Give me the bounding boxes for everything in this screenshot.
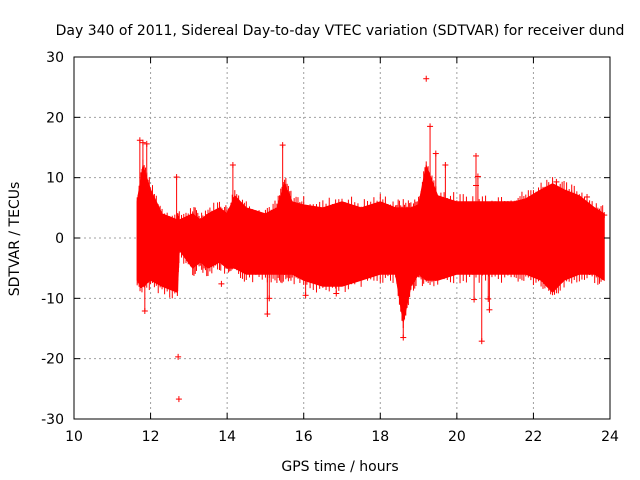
x-tick-label: 16	[295, 429, 313, 445]
y-tick-label: -30	[41, 412, 64, 428]
x-tick-label: 24	[601, 429, 619, 445]
x-tick-label: 22	[525, 429, 543, 445]
y-tick-label: -20	[41, 352, 64, 368]
data-series	[136, 75, 608, 403]
x-tick-label: 18	[371, 429, 389, 445]
y-tick-label: 0	[55, 231, 64, 247]
x-tick-label: 20	[448, 429, 466, 445]
chart-title: Day 340 of 2011, Sidereal Day-to-day VTE…	[56, 23, 625, 39]
x-tick-label: 10	[65, 429, 83, 445]
y-tick-label: 20	[46, 110, 64, 126]
x-tick-label: 12	[142, 429, 160, 445]
y-tick-label: 30	[46, 50, 64, 66]
x-tick-label: 14	[218, 429, 236, 445]
y-tick-label: 10	[46, 171, 64, 187]
y-axis-label: SDTVAR / TECUs	[7, 182, 23, 297]
y-tick-label: -10	[41, 291, 64, 307]
axis-ticks: 10 12 14 16 18 20 22 24 -30 -20 -10 0 10 20 30	[41, 50, 619, 445]
x-axis-label: GPS time / hours	[281, 459, 398, 475]
